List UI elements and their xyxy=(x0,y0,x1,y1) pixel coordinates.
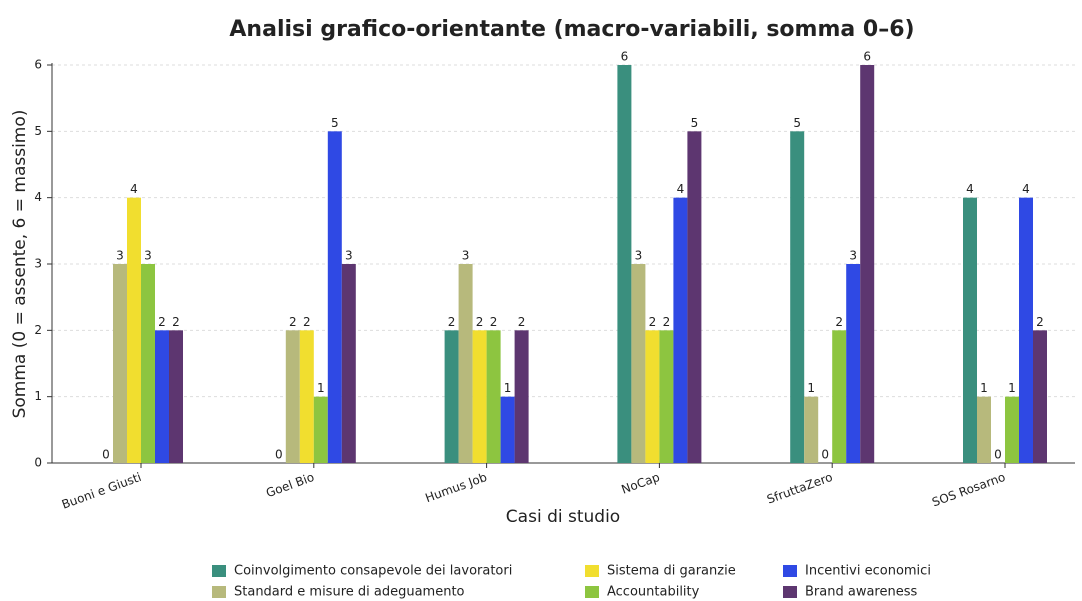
legend-text: Sistema di garanzie xyxy=(607,564,736,579)
bar xyxy=(832,330,847,463)
legend-swatch xyxy=(783,586,797,598)
value-label: 2 xyxy=(518,315,526,329)
value-label: 6 xyxy=(863,50,871,64)
bar xyxy=(141,264,155,463)
legend-swatch xyxy=(212,586,226,598)
bar xyxy=(313,396,328,463)
y-tick-label: 4 xyxy=(34,190,42,204)
bar xyxy=(790,131,805,464)
value-label: 6 xyxy=(621,50,629,64)
bar xyxy=(687,131,702,464)
y-axis-label: Somma (0 = assente, 6 = massimo) xyxy=(10,110,30,419)
bar xyxy=(113,264,127,463)
value-label: 2 xyxy=(1036,315,1044,329)
value-label: 3 xyxy=(635,249,643,263)
y-tick-label: 1 xyxy=(34,389,42,403)
bar xyxy=(963,197,977,463)
bar xyxy=(341,264,356,463)
value-label: 3 xyxy=(462,249,470,263)
bar xyxy=(673,197,688,463)
value-label: 5 xyxy=(691,116,699,130)
value-label: 1 xyxy=(980,381,988,395)
x-tick-label: SOS Rosarno xyxy=(930,470,1007,509)
legend-swatch xyxy=(585,586,599,598)
value-label: 1 xyxy=(807,381,815,395)
value-label: 1 xyxy=(317,381,325,395)
x-tick-label: Goel Bio xyxy=(264,470,316,500)
bar xyxy=(631,264,646,463)
bar xyxy=(500,396,515,463)
bar xyxy=(472,330,487,463)
legend-text: Accountability xyxy=(607,585,700,600)
bar xyxy=(169,330,183,463)
value-label: 5 xyxy=(793,116,801,130)
bar xyxy=(846,264,861,463)
bar xyxy=(1019,197,1033,463)
value-label: 2 xyxy=(835,315,843,329)
x-tick-label: Humus Job xyxy=(423,470,488,505)
bar xyxy=(659,330,674,463)
bar xyxy=(645,330,660,463)
value-label: 2 xyxy=(649,315,657,329)
value-label: 2 xyxy=(289,315,297,329)
value-label: 4 xyxy=(677,182,685,196)
bar xyxy=(444,330,459,463)
bar xyxy=(285,330,300,463)
bar xyxy=(1005,396,1019,463)
bar xyxy=(860,65,875,463)
legend-swatch xyxy=(783,565,797,577)
bar xyxy=(977,396,991,463)
bar xyxy=(804,396,819,463)
value-label: 2 xyxy=(490,315,498,329)
value-label: 1 xyxy=(1008,381,1016,395)
value-label: 2 xyxy=(663,315,671,329)
x-tick-label: Buoni e Giusti xyxy=(60,470,143,512)
value-label: 0 xyxy=(994,448,1002,462)
legend-swatch xyxy=(212,565,226,577)
value-label: 3 xyxy=(849,249,857,263)
value-label: 1 xyxy=(504,381,512,395)
value-label: 4 xyxy=(130,182,138,196)
value-label: 2 xyxy=(172,315,180,329)
value-label: 0 xyxy=(102,448,110,462)
legend-text: Incentivi economici xyxy=(805,564,931,579)
y-tick-label: 0 xyxy=(34,456,42,470)
value-label: 2 xyxy=(476,315,484,329)
legend-text: Brand awareness xyxy=(805,585,917,600)
bar xyxy=(1033,330,1047,463)
bar xyxy=(327,131,342,464)
value-label: 5 xyxy=(331,116,339,130)
legend-text: Coinvolgimento consapevole dei lavorator… xyxy=(234,564,512,579)
value-label: 4 xyxy=(1022,182,1030,196)
y-tick-label: 5 xyxy=(34,124,42,138)
value-label: 0 xyxy=(275,448,283,462)
chart-title: Analisi grafico-orientante (macro-variab… xyxy=(229,17,914,42)
value-label: 3 xyxy=(144,249,152,263)
y-tick-label: 6 xyxy=(34,58,42,72)
bar xyxy=(458,264,473,463)
bar xyxy=(155,330,169,463)
bar xyxy=(127,197,141,463)
y-tick-label: 3 xyxy=(34,257,42,271)
value-label: 2 xyxy=(303,315,311,329)
x-tick-label: SfruttaZero xyxy=(765,470,834,507)
x-axis-label: Casi di studio xyxy=(506,507,620,527)
value-label: 2 xyxy=(448,315,456,329)
bar xyxy=(299,330,314,463)
y-tick-label: 2 xyxy=(34,323,42,337)
legend-text: Standard e misure di adeguamento xyxy=(234,585,465,600)
value-label: 3 xyxy=(345,249,353,263)
legend-swatch xyxy=(585,565,599,577)
value-label: 3 xyxy=(116,249,124,263)
x-tick-label: NoCap xyxy=(620,470,662,497)
value-label: 4 xyxy=(966,182,974,196)
bar xyxy=(617,65,632,463)
value-label: 0 xyxy=(821,448,829,462)
bar xyxy=(514,330,529,463)
value-label: 2 xyxy=(158,315,166,329)
bar xyxy=(486,330,501,463)
